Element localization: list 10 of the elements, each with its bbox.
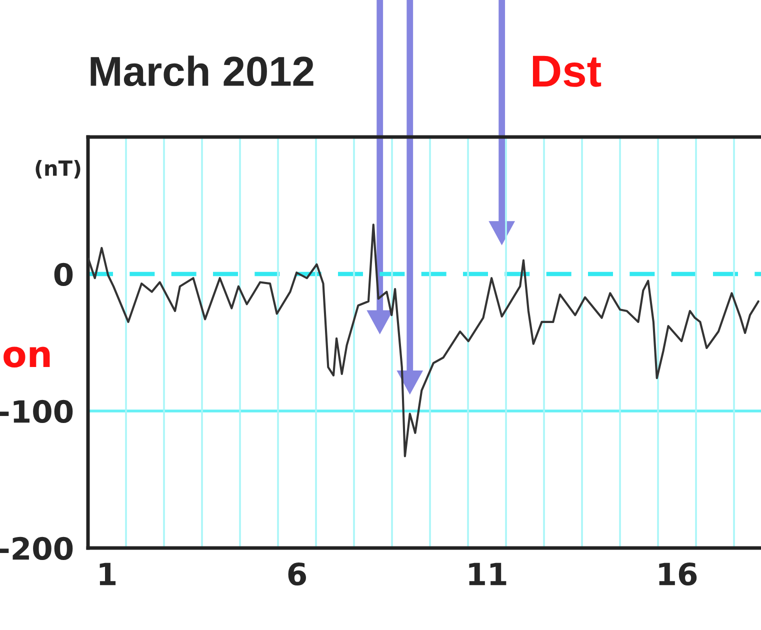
chart-subtitle: Dst	[532, 56, 602, 87]
chart-title: March 2012	[90, 56, 314, 86]
x-tick-label: 16	[659, 562, 697, 586]
text: on	[4, 346, 50, 368]
x-tick-label: 11	[469, 562, 506, 586]
y-axis-title: (nT)	[36, 160, 80, 178]
x-tick-label: 1	[100, 562, 116, 586]
line-series	[88, 224, 760, 458]
y-tick-label: 0	[54, 262, 73, 286]
x-tick-label: 6	[288, 562, 306, 586]
